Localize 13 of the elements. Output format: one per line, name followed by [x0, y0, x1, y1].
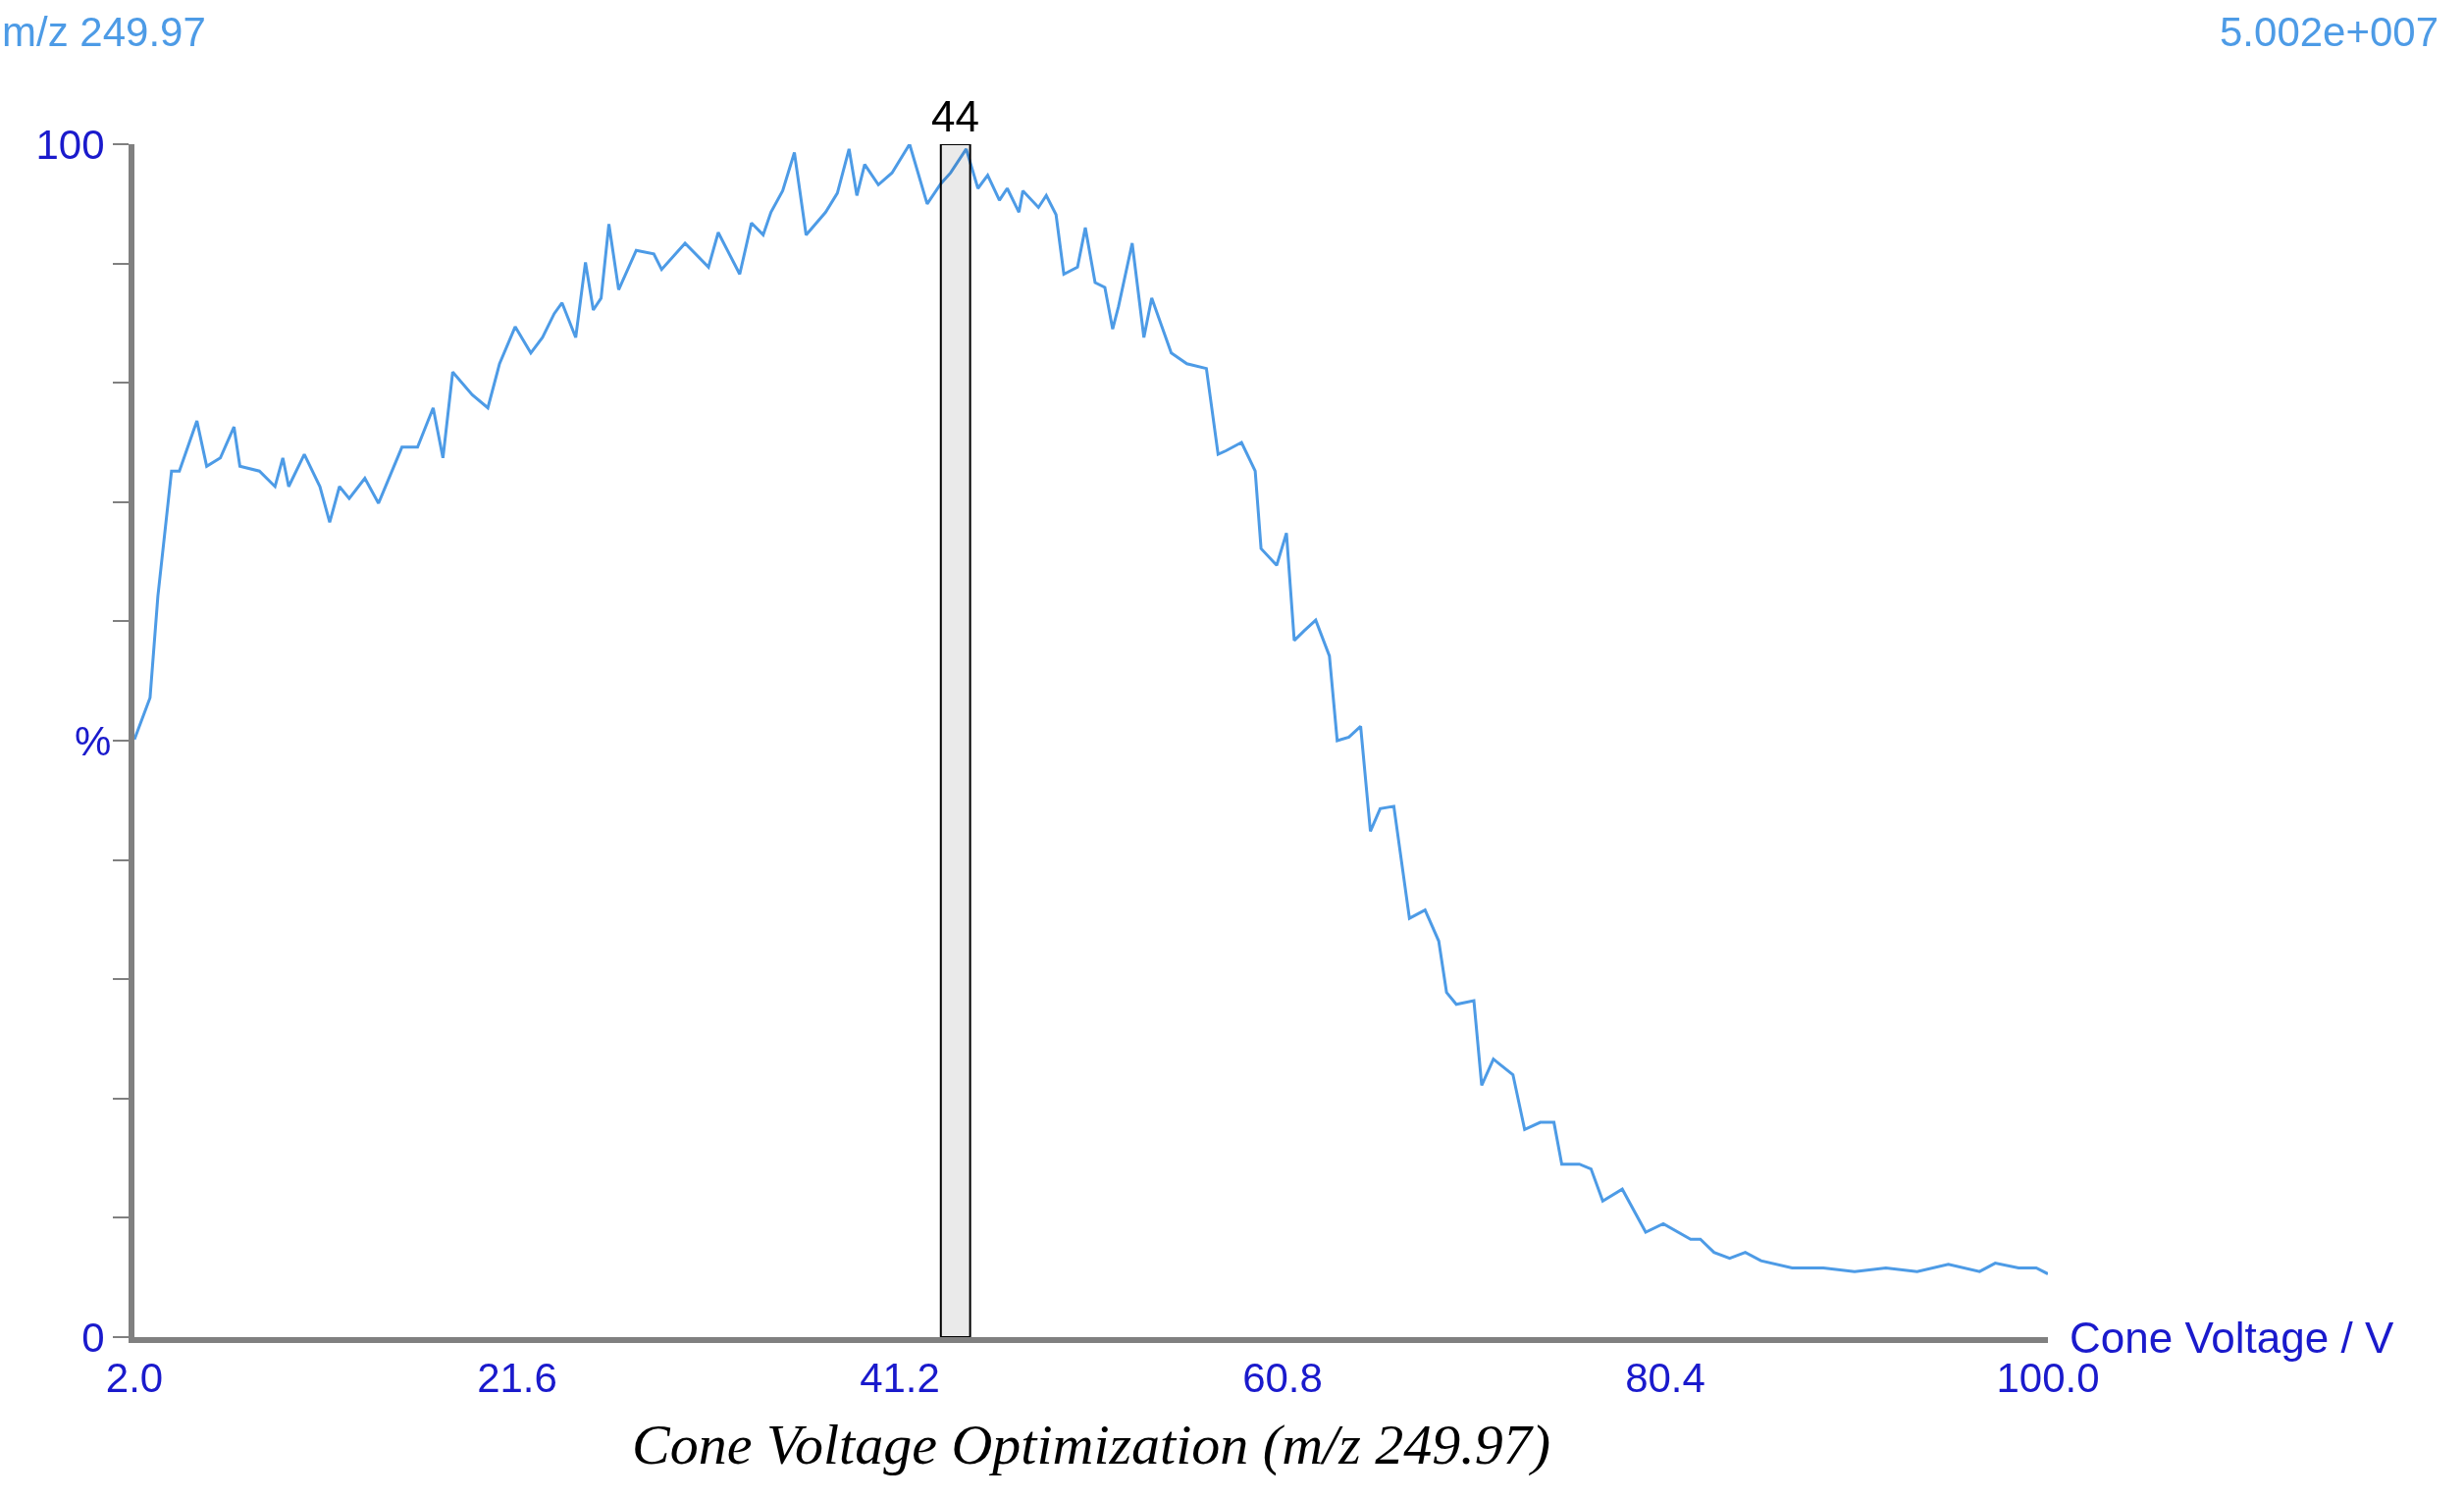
x-tick-label: 80.4: [1625, 1355, 1705, 1402]
x-tick-label: 60.8: [1242, 1355, 1323, 1402]
y-tick-label: 100: [35, 121, 105, 168]
y-axis-title: %: [75, 718, 112, 764]
x-tick-label: 21.6: [477, 1355, 557, 1402]
line-series: [134, 144, 2048, 1276]
x-tick-label: 2.0: [105, 1355, 164, 1402]
text: 5.002e+007: [2220, 9, 2439, 55]
y-tick-label: 0: [81, 1314, 105, 1361]
x-tick-label: 41.2: [860, 1355, 940, 1402]
band-label: 44: [931, 92, 979, 140]
text: m/z 249.97: [2, 9, 206, 55]
text: Cone Voltage Optimization (m/z 249.97): [632, 1413, 1551, 1476]
